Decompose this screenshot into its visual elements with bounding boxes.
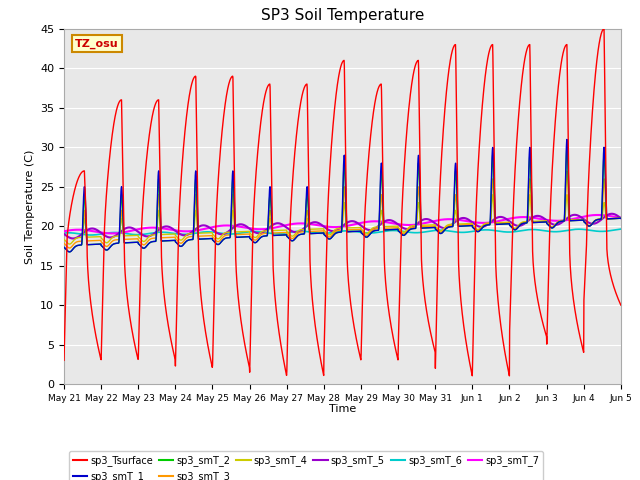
X-axis label: Time: Time: [329, 404, 356, 414]
Text: TZ_osu: TZ_osu: [75, 38, 119, 49]
Title: SP3 Soil Temperature: SP3 Soil Temperature: [260, 9, 424, 24]
Y-axis label: Soil Temperature (C): Soil Temperature (C): [24, 149, 35, 264]
Legend: sp3_Tsurface, sp3_smT_1, sp3_smT_2, sp3_smT_3, sp3_smT_4, sp3_smT_5, sp3_smT_6, : sp3_Tsurface, sp3_smT_1, sp3_smT_2, sp3_…: [69, 451, 543, 480]
